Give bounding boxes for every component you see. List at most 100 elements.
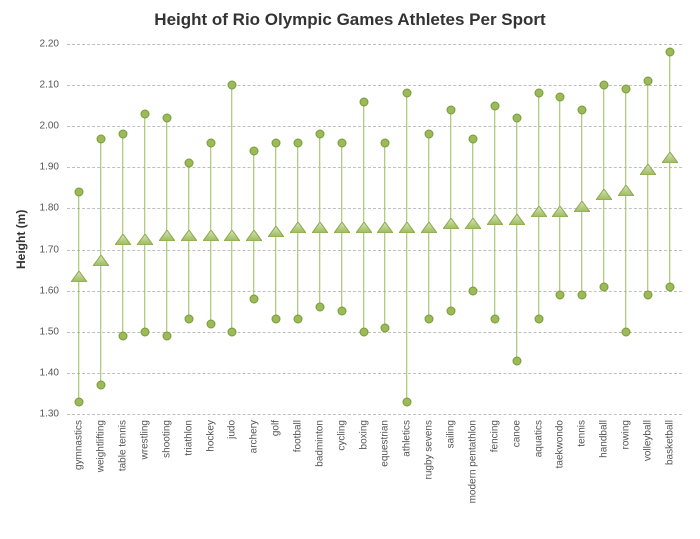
min-dot <box>468 286 477 295</box>
x-tick-label: archery <box>249 420 260 453</box>
mean-marker <box>662 150 678 168</box>
x-tick-label: athletics <box>402 420 413 457</box>
max-dot <box>293 138 302 147</box>
y-tick-label: 1.40 <box>0 367 59 378</box>
max-dot <box>403 89 412 98</box>
y-tick-label: 1.50 <box>0 326 59 337</box>
gridline <box>67 414 682 415</box>
mean-marker <box>377 220 393 238</box>
y-tick-label: 2.00 <box>0 121 59 132</box>
chart-root: Height of Rio Olympic Games Athletes Per… <box>0 0 700 539</box>
min-dot <box>206 319 215 328</box>
max-dot <box>272 138 281 147</box>
mean-marker <box>574 199 590 217</box>
max-dot <box>512 114 521 123</box>
min-dot <box>228 327 237 336</box>
x-tick-label: wrestling <box>139 420 150 459</box>
x-tick-label: equestrian <box>380 420 391 467</box>
x-tick-label: aquatics <box>533 420 544 457</box>
max-dot <box>250 146 259 155</box>
range-line <box>363 102 364 332</box>
mean-marker <box>640 162 656 180</box>
min-dot <box>665 282 674 291</box>
gridline <box>67 126 682 127</box>
mean-marker <box>246 228 262 246</box>
x-tick-label: cycling <box>336 420 347 451</box>
max-dot <box>556 93 565 102</box>
x-tick-label: table tennis <box>118 420 129 471</box>
x-tick-label: rugby sevens <box>424 420 435 479</box>
max-dot <box>600 81 609 90</box>
range-line <box>647 81 648 295</box>
mean-marker <box>334 220 350 238</box>
min-dot <box>490 315 499 324</box>
gridline <box>67 44 682 45</box>
mean-marker <box>159 228 175 246</box>
mean-marker <box>203 228 219 246</box>
mean-marker <box>356 220 372 238</box>
min-dot <box>512 356 521 365</box>
mean-marker <box>596 187 612 205</box>
min-dot <box>359 327 368 336</box>
chart-title: Height of Rio Olympic Games Athletes Per… <box>0 10 700 30</box>
range-line <box>472 139 473 291</box>
y-tick-label: 2.20 <box>0 39 59 50</box>
gridline <box>67 250 682 251</box>
max-dot <box>140 109 149 118</box>
x-tick-label: badminton <box>314 420 325 467</box>
max-dot <box>359 97 368 106</box>
min-dot <box>578 290 587 299</box>
min-dot <box>381 323 390 332</box>
x-tick-label: sailing <box>446 420 457 448</box>
mean-marker <box>399 220 415 238</box>
min-dot <box>119 331 128 340</box>
range-line <box>407 93 408 401</box>
gridline <box>67 167 682 168</box>
gridline <box>67 291 682 292</box>
mean-marker <box>181 228 197 246</box>
mean-marker <box>531 204 547 222</box>
x-tick-label: modern pentathlon <box>467 420 478 503</box>
max-dot <box>162 114 171 123</box>
min-dot <box>403 397 412 406</box>
range-line <box>253 151 254 299</box>
max-dot <box>468 134 477 143</box>
y-tick-label: 1.30 <box>0 409 59 420</box>
min-dot <box>447 307 456 316</box>
x-tick-label: handball <box>599 420 610 458</box>
min-dot <box>184 315 193 324</box>
max-dot <box>184 159 193 168</box>
x-tick-label: canoe <box>511 420 522 447</box>
max-dot <box>206 138 215 147</box>
min-dot <box>600 282 609 291</box>
mean-marker <box>312 220 328 238</box>
mean-marker <box>465 216 481 234</box>
min-dot <box>162 331 171 340</box>
min-dot <box>556 290 565 299</box>
x-tick-label: gymnastics <box>74 420 85 470</box>
min-dot <box>337 307 346 316</box>
mean-marker <box>487 212 503 230</box>
y-tick-label: 1.90 <box>0 162 59 173</box>
max-dot <box>578 105 587 114</box>
range-line <box>232 85 233 332</box>
gridline <box>67 373 682 374</box>
mean-marker <box>137 232 153 250</box>
y-axis-title: Height (m) <box>14 210 28 269</box>
range-line <box>669 52 670 286</box>
x-tick-label: hockey <box>205 420 216 452</box>
min-dot <box>293 315 302 324</box>
max-dot <box>665 48 674 57</box>
x-tick-label: volleyball <box>642 420 653 461</box>
min-dot <box>315 303 324 312</box>
x-tick-label: triathlon <box>183 420 194 456</box>
y-tick-label: 1.60 <box>0 285 59 296</box>
min-dot <box>534 315 543 324</box>
plot-area <box>67 44 682 414</box>
mean-marker <box>552 204 568 222</box>
x-tick-label: boxing <box>358 420 369 449</box>
x-tick-label: judo <box>227 420 238 439</box>
range-line <box>166 118 167 336</box>
x-tick-label: tennis <box>577 420 588 447</box>
max-dot <box>228 81 237 90</box>
